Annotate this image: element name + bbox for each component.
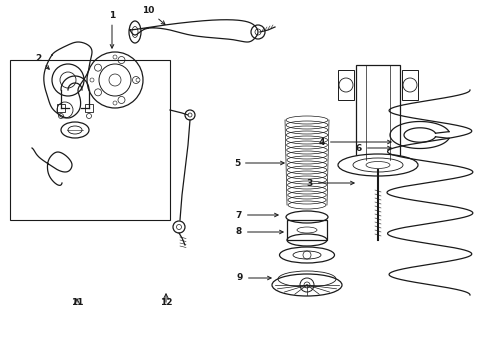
Text: 11: 11 <box>71 298 83 307</box>
Circle shape <box>113 101 117 105</box>
Bar <box>338 70 354 100</box>
Text: 7: 7 <box>236 211 278 220</box>
Ellipse shape <box>279 247 335 263</box>
Ellipse shape <box>286 211 328 223</box>
Circle shape <box>113 55 117 59</box>
Text: 3: 3 <box>307 179 354 188</box>
Ellipse shape <box>272 274 342 296</box>
Bar <box>57 104 65 112</box>
Bar <box>10 60 170 220</box>
Bar <box>85 104 93 112</box>
Text: 9: 9 <box>237 274 271 283</box>
Circle shape <box>90 78 94 82</box>
Bar <box>287 220 327 240</box>
Ellipse shape <box>338 154 418 176</box>
Bar <box>356 65 400 165</box>
Text: 10: 10 <box>142 5 165 24</box>
Text: 2: 2 <box>35 54 49 69</box>
Text: 8: 8 <box>236 228 283 237</box>
Bar <box>402 70 418 100</box>
Circle shape <box>136 78 140 82</box>
Text: 12: 12 <box>160 298 172 307</box>
Text: 1: 1 <box>109 10 115 48</box>
Text: 5: 5 <box>234 158 284 167</box>
Text: 4: 4 <box>318 138 391 147</box>
Text: 6: 6 <box>356 144 391 153</box>
